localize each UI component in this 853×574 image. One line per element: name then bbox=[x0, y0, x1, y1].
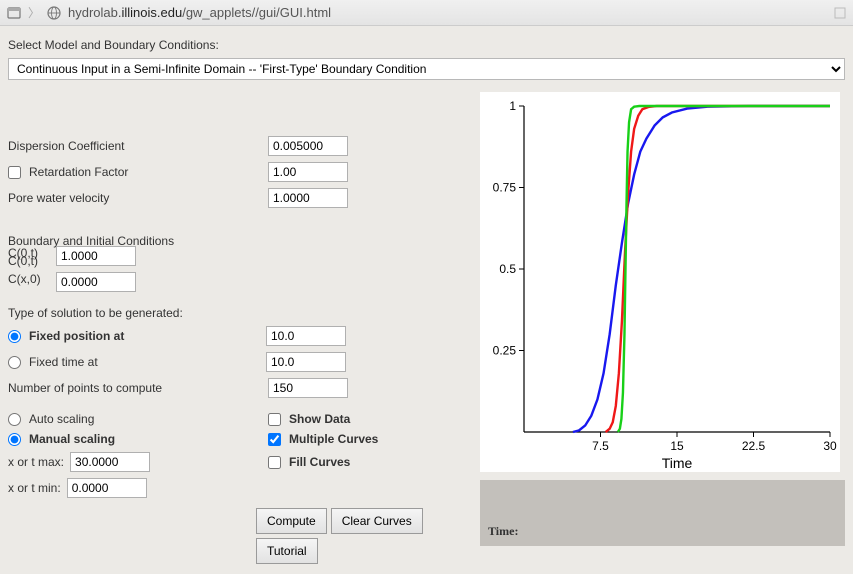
xmin-label: x or t min: bbox=[8, 481, 61, 495]
tutorial-button[interactable]: Tutorial bbox=[256, 538, 318, 564]
npoints-input[interactable] bbox=[268, 378, 348, 398]
xmin-input[interactable] bbox=[67, 478, 147, 498]
browser-address-bar: 〉 hydrolab.illinois.edu/gw_applets//gui/… bbox=[0, 0, 853, 26]
svg-text:30: 30 bbox=[823, 439, 837, 453]
fixed-position-label: Fixed position at bbox=[29, 329, 124, 343]
fixed-position-radio[interactable] bbox=[8, 330, 21, 343]
solution-header: Type of solution to be generated: bbox=[8, 306, 468, 320]
dispersion-label: Dispersion Coefficient bbox=[8, 139, 268, 153]
svg-text:1: 1 bbox=[509, 99, 516, 113]
time-status-label: Time: bbox=[488, 524, 518, 538]
applet-body: Select Model and Boundary Conditions: Co… bbox=[0, 26, 853, 574]
svg-text:0.25: 0.25 bbox=[493, 344, 517, 358]
chevron-right-icon: 〉 bbox=[28, 4, 40, 21]
compute-button[interactable]: Compute bbox=[256, 508, 327, 534]
fixed-position-input[interactable] bbox=[266, 326, 346, 346]
fixed-time-row[interactable]: Fixed time at bbox=[8, 355, 268, 369]
svg-text:15: 15 bbox=[670, 439, 684, 453]
url-path: /gw_applets//gui/GUI.html bbox=[182, 5, 331, 20]
status-panel: Time: bbox=[480, 480, 845, 546]
npoints-label: Number of points to compute bbox=[8, 381, 268, 395]
select-model-label: Select Model and Boundary Conditions: bbox=[8, 38, 845, 52]
retardation-label: Retardation Factor bbox=[29, 165, 128, 179]
fixed-time-radio[interactable] bbox=[8, 356, 21, 369]
cx0-label: C(x,0) bbox=[8, 272, 56, 292]
auto-scaling-label: Auto scaling bbox=[29, 412, 94, 426]
url-domain: illinois.edu bbox=[122, 5, 183, 20]
retardation-row[interactable]: Retardation Factor bbox=[8, 165, 268, 179]
auto-scaling-row[interactable]: Auto scaling bbox=[8, 412, 268, 426]
retardation-checkbox[interactable] bbox=[8, 166, 21, 179]
svg-text:22.5: 22.5 bbox=[742, 439, 766, 453]
svg-text:0.5: 0.5 bbox=[499, 262, 516, 276]
retardation-input[interactable] bbox=[268, 162, 348, 182]
auto-scaling-radio[interactable] bbox=[8, 413, 21, 426]
chart-svg: 0.25 0.5 0.75 1 7.5 15 22.5 30 Time bbox=[480, 92, 840, 472]
chevron-down-icon[interactable] bbox=[833, 6, 847, 20]
manual-scaling-radio[interactable] bbox=[8, 433, 21, 446]
c0t-label2: C(0,t) bbox=[8, 246, 56, 266]
show-data-label: Show Data bbox=[289, 412, 350, 426]
globe-icon bbox=[46, 5, 62, 21]
svg-text:Time: Time bbox=[662, 455, 693, 471]
url-text[interactable]: hydrolab.illinois.edu/gw_applets//gui/GU… bbox=[68, 5, 331, 20]
multiple-curves-label: Multiple Curves bbox=[289, 432, 378, 446]
fill-curves-row[interactable]: Fill Curves bbox=[268, 455, 468, 469]
pore-label: Pore water velocity bbox=[8, 191, 268, 205]
model-select[interactable]: Continuous Input in a Semi-Infinite Doma… bbox=[8, 58, 845, 80]
fixed-time-input[interactable] bbox=[266, 352, 346, 372]
c0t-input[interactable] bbox=[56, 246, 136, 266]
show-data-checkbox[interactable] bbox=[268, 413, 281, 426]
svg-text:0.75: 0.75 bbox=[493, 181, 517, 195]
pore-input[interactable] bbox=[268, 188, 348, 208]
show-data-row[interactable]: Show Data bbox=[268, 412, 468, 426]
svg-text:7.5: 7.5 bbox=[592, 439, 609, 453]
clear-curves-button[interactable]: Clear Curves bbox=[331, 508, 423, 534]
xmax-label: x or t max: bbox=[8, 455, 64, 469]
cx0-input[interactable] bbox=[56, 272, 136, 292]
left-panel: Dispersion Coefficient Retardation Facto… bbox=[8, 92, 468, 564]
multiple-curves-checkbox[interactable] bbox=[268, 433, 281, 446]
tab-icon bbox=[6, 5, 22, 21]
fill-curves-label: Fill Curves bbox=[289, 455, 350, 469]
url-prefix: hydrolab. bbox=[68, 5, 121, 20]
manual-scaling-label: Manual scaling bbox=[29, 432, 115, 446]
fixed-position-row[interactable]: Fixed position at bbox=[8, 329, 268, 343]
chart: 0.25 0.5 0.75 1 7.5 15 22.5 30 Time bbox=[480, 92, 840, 472]
manual-scaling-row[interactable]: Manual scaling bbox=[8, 432, 268, 446]
fixed-time-label: Fixed time at bbox=[29, 355, 98, 369]
xmax-input[interactable] bbox=[70, 452, 150, 472]
fill-curves-checkbox[interactable] bbox=[268, 456, 281, 469]
dispersion-input[interactable] bbox=[268, 136, 348, 156]
multiple-curves-row[interactable]: Multiple Curves bbox=[268, 432, 468, 446]
